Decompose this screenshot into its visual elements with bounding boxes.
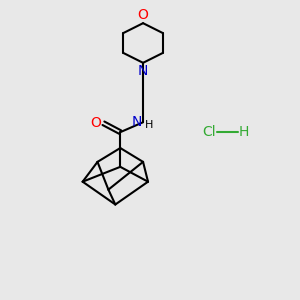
Text: N: N xyxy=(138,64,148,78)
Text: H: H xyxy=(239,125,249,139)
Text: O: O xyxy=(91,116,101,130)
Text: Cl: Cl xyxy=(202,125,216,139)
Text: N: N xyxy=(132,115,142,129)
Text: O: O xyxy=(138,8,148,22)
Text: H: H xyxy=(145,120,153,130)
